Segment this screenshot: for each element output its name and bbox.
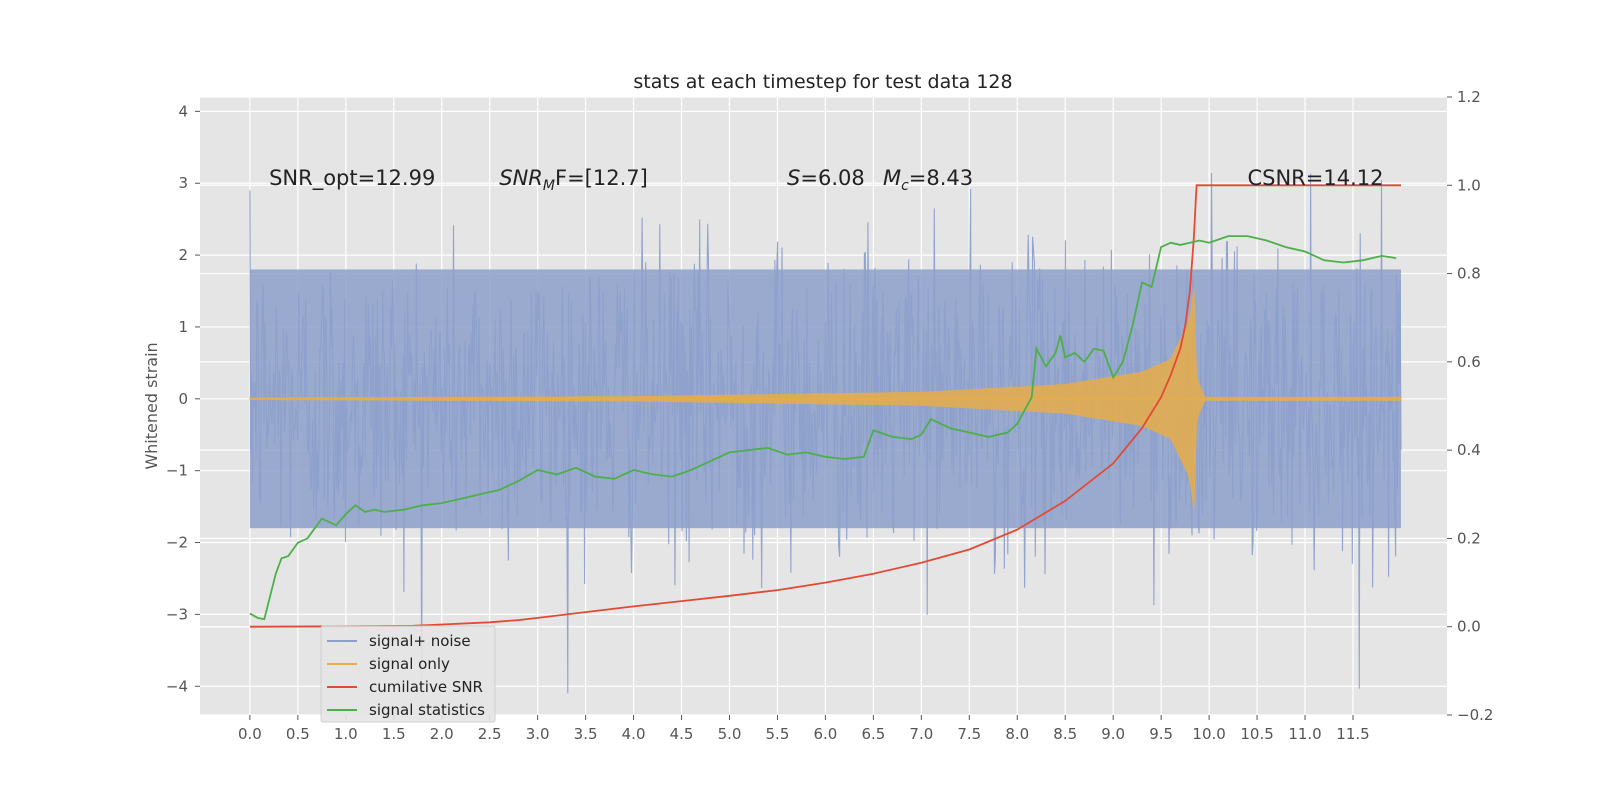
x-tick-label: 5.0 — [718, 725, 742, 743]
annotation-text: SNRMF=[12.7] — [499, 166, 648, 194]
x-tick-label: 11.0 — [1288, 725, 1321, 743]
x-tick-label: 6.0 — [813, 725, 837, 743]
legend-label: signal+ noise — [369, 632, 471, 650]
legend-label: signal statistics — [369, 701, 485, 719]
x-tick-label: 8.5 — [1053, 725, 1077, 743]
x-tick-label: 4.5 — [670, 725, 694, 743]
legend-label: cumilative SNR — [369, 678, 483, 696]
x-tick-label: 10.5 — [1240, 725, 1273, 743]
x-tick-label: 3.0 — [526, 725, 550, 743]
x-tick-label: 1.0 — [334, 725, 358, 743]
annotation-rest: =8.43 — [909, 166, 973, 190]
annotation-rest: =6.08 — [800, 166, 864, 190]
annotation-rest: F=[12.7] — [555, 166, 648, 190]
legend: signal+ noise signal only cumilative SNR si… — [320, 625, 496, 723]
x-tick-label: 9.0 — [1101, 725, 1125, 743]
series-layer — [249, 172, 1402, 694]
annotation-text: CSNR=14.12 — [1247, 166, 1383, 190]
y-tick-label: −4 — [166, 677, 188, 695]
x-tick-label: 7.5 — [957, 725, 981, 743]
x-tick-label: 4.0 — [622, 725, 646, 743]
y-tick-label: 4 — [178, 102, 188, 120]
annotation-subscript: c — [901, 178, 909, 194]
annotation-text: Mc=8.43 — [883, 166, 973, 194]
annotation-main: M — [883, 166, 901, 190]
series-signal-statistics — [249, 235, 1397, 621]
annotation-layer: SNR_opt=12.99 SNRMF=[12.7] S=6.08 Mc=8.43 CS… — [269, 166, 1383, 194]
x-tick-label: 7.0 — [909, 725, 933, 743]
y2-tick-label: 0.4 — [1457, 441, 1481, 459]
legend-box — [320, 625, 496, 723]
x-tick-label: 8.0 — [1005, 725, 1029, 743]
x-tick-label: 3.5 — [574, 725, 598, 743]
x-tick-label: 6.5 — [861, 725, 885, 743]
annotation-text: S=6.08 — [787, 166, 865, 190]
legend-label: signal only — [369, 655, 450, 673]
y2-tick-label: 0.6 — [1457, 353, 1481, 371]
series-signal-noise — [249, 172, 1402, 694]
annotation-text: SNR_opt=12.99 — [269, 166, 435, 191]
series-cumulative-snr — [249, 184, 1401, 628]
y-tick-label: 2 — [178, 246, 188, 264]
y2-tick-label: 0.2 — [1457, 529, 1481, 547]
x-tick-label: 2.0 — [430, 725, 454, 743]
x-tick-label: 0.5 — [286, 725, 310, 743]
y2-tick-label: 0.8 — [1457, 265, 1481, 283]
y-tick-label: 1 — [178, 318, 188, 336]
annotation-main: SNR — [499, 166, 543, 190]
y2-tick-label: −0.2 — [1457, 706, 1493, 724]
annotation-main: S — [787, 166, 800, 190]
y2-tick-label: 0.0 — [1457, 618, 1481, 636]
y-tick-label: −2 — [166, 534, 188, 552]
y2-tick-label: 1.2 — [1457, 88, 1481, 106]
x-tick-label: 11.5 — [1336, 725, 1369, 743]
axis-layer: 0.0 0.5 1.0 1.5 2.0 2.5 3.0 3.5 4.0 4.5 5.0 5.5 6.0 6… — [166, 88, 1494, 743]
y2-tick-label: 1.0 — [1457, 176, 1481, 194]
y-tick-label: −1 — [166, 462, 188, 480]
y-tick-label: −3 — [166, 605, 188, 623]
chart-title: stats at each timestep for test data 128 — [633, 71, 1012, 93]
x-tick-label: 9.5 — [1149, 725, 1173, 743]
y-tick-label: 0 — [178, 390, 188, 408]
x-tick-label: 10.0 — [1192, 725, 1225, 743]
y-axis-label: Whitened strain — [142, 342, 161, 469]
annotation-subscript: M — [543, 178, 555, 194]
x-tick-label: 1.5 — [382, 725, 406, 743]
x-tick-label: 0.0 — [238, 725, 262, 743]
x-tick-label: 5.5 — [766, 725, 790, 743]
x-tick-label: 2.5 — [478, 725, 502, 743]
y-tick-label: 3 — [178, 174, 188, 192]
